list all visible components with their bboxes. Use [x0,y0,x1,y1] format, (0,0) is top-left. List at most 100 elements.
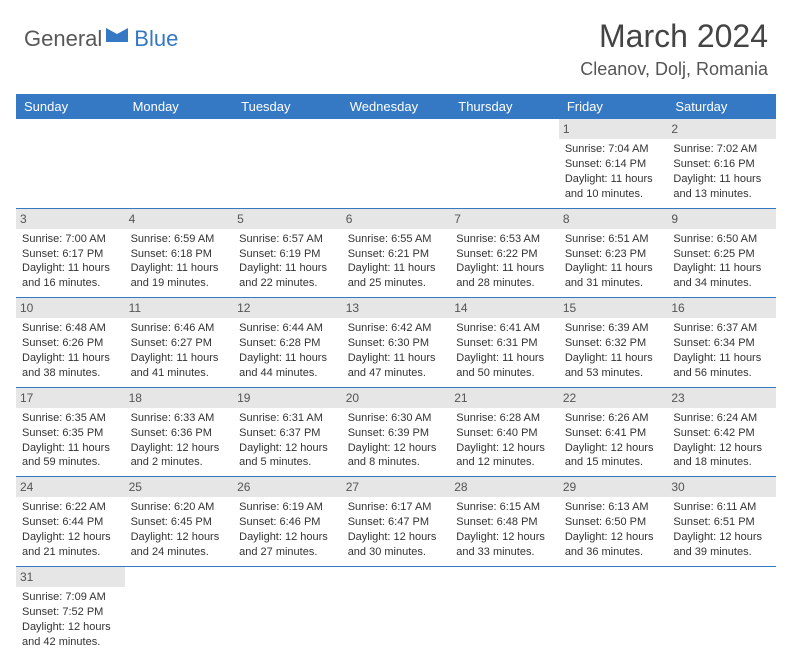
cell-daylight2: and 44 minutes. [239,366,336,381]
cell-daylight1: Daylight: 12 hours [22,530,119,545]
day-number: 28 [450,477,559,497]
day-number: 6 [342,209,451,229]
day-number: 26 [233,477,342,497]
calendar-cell [233,566,342,655]
cell-daylight1: Daylight: 11 hours [565,172,662,187]
cell-daylight2: and 41 minutes. [131,366,228,381]
day-number: 23 [667,388,776,408]
cell-daylight1: Daylight: 11 hours [348,261,445,276]
calendar-cell: 22Sunrise: 6:26 AMSunset: 6:41 PMDayligh… [559,387,668,477]
cell-sunset: Sunset: 6:46 PM [239,515,336,530]
weekday-header: Tuesday [233,94,342,119]
cell-daylight1: Daylight: 12 hours [348,441,445,456]
day-number: 20 [342,388,451,408]
calendar-body: 1Sunrise: 7:04 AMSunset: 6:14 PMDaylight… [16,119,776,655]
cell-sunset: Sunset: 6:45 PM [131,515,228,530]
calendar-cell: 20 Sunrise: 6:30 AMSunset: 6:39 PMDayligh… [342,387,451,477]
logo: General Blue [24,18,178,52]
calendar-cell: 16Sunrise: 6:37 AMSunset: 6:34 PMDayligh… [667,298,776,388]
calendar-cell: 24Sunrise: 6:22 AMSunset: 6:44 PMDayligh… [16,477,125,567]
day-number: 30 [667,477,776,497]
cell-sunrise: Sunrise: 6:48 AM [22,321,119,336]
cell-daylight1: Daylight: 11 hours [673,261,770,276]
calendar-cell: 13Sunrise: 6:42 AMSunset: 6:30 PMDayligh… [342,298,451,388]
weekday-header: Sunday [16,94,125,119]
weekday-header-row: SundayMondayTuesdayWednesdayThursdayFrid… [16,94,776,119]
day-number: 4 [125,209,234,229]
cell-sunrise: Sunrise: 6:15 AM [456,500,553,515]
cell-sunset: Sunset: 6:48 PM [456,515,553,530]
day-number: 8 [559,209,668,229]
cell-daylight2: and 28 minutes. [456,276,553,291]
cell-sunrise: Sunrise: 6:37 AM [673,321,770,336]
day-number: 15 [559,298,668,318]
cell-daylight2: and 12 minutes. [456,455,553,470]
cell-sunrise: Sunrise: 6:35 AM [22,411,119,426]
cell-sunrise: Sunrise: 6:59 AM [131,232,228,247]
calendar-cell [233,119,342,208]
calendar-cell: 26 Sunrise: 6:19 AMSunset: 6:46 PMDayligh… [233,477,342,567]
calendar-cell [342,566,451,655]
cell-sunset: Sunset: 6:18 PM [131,247,228,262]
cell-sunrise: Sunrise: 6:17 AM [348,500,445,515]
cell-daylight2: and 8 minutes. [348,455,445,470]
cell-daylight2: and 30 minutes. [348,545,445,560]
weekday-header: Thursday [450,94,559,119]
cell-sunset: Sunset: 6:17 PM [22,247,119,262]
calendar-cell: 9Sunrise: 6:50 AMSunset: 6:25 PMDaylight… [667,208,776,298]
cell-sunset: Sunset: 6:51 PM [673,515,770,530]
day-number: 2 [667,119,776,139]
day-number: 18 [125,388,234,408]
cell-sunset: Sunset: 6:25 PM [673,247,770,262]
cell-daylight2: and 56 minutes. [673,366,770,381]
cell-sunset: Sunset: 6:26 PM [22,336,119,351]
cell-sunset: Sunset: 6:22 PM [456,247,553,262]
cell-sunset: Sunset: 6:27 PM [131,336,228,351]
calendar-cell [450,566,559,655]
cell-daylight1: Daylight: 12 hours [673,530,770,545]
calendar-row: 24Sunrise: 6:22 AMSunset: 6:44 PMDayligh… [16,477,776,567]
cell-sunset: Sunset: 7:52 PM [22,605,119,620]
cell-sunrise: Sunrise: 6:41 AM [456,321,553,336]
calendar-cell: 21Sunrise: 6:28 AMSunset: 6:40 PMDayligh… [450,387,559,477]
day-number: 1 [559,119,668,139]
cell-sunset: Sunset: 6:47 PM [348,515,445,530]
day-number: 10 [16,298,125,318]
day-number: 17 [16,388,125,408]
cell-sunrise: Sunrise: 6:13 AM [565,500,662,515]
day-number: 11 [125,298,234,318]
calendar-row: 10 Sunrise: 6:48 AMSunset: 6:26 PM Dayligh… [16,298,776,388]
calendar-row: 31Sunrise: 7:09 AMSunset: 7:52 PMDayligh… [16,566,776,655]
calendar-cell: 27Sunrise: 6:17 AMSunset: 6:47 PMDayligh… [342,477,451,567]
calendar-cell: 8Sunrise: 6:51 AMSunset: 6:23 PMDaylight… [559,208,668,298]
calendar-cell: 18Sunrise: 6:33 AMSunset: 6:36 PMDayligh… [125,387,234,477]
calendar-cell [125,566,234,655]
cell-daylight2: and 42 minutes. [22,635,119,650]
cell-sunrise: Sunrise: 6:39 AM [565,321,662,336]
cell-sunset: Sunset: 6:41 PM [565,426,662,441]
cell-sunset: Sunset: 6:19 PM [239,247,336,262]
flag-icon [106,26,132,49]
cell-daylight2: and 5 minutes. [239,455,336,470]
cell-daylight2: and 50 minutes. [456,366,553,381]
cell-daylight1: Daylight: 11 hours [565,351,662,366]
cell-daylight1: Daylight: 12 hours [456,441,553,456]
cell-sunrise: Sunrise: 6:31 AM [239,411,336,426]
day-number: 9 [667,209,776,229]
cell-daylight1: Daylight: 12 hours [456,530,553,545]
cell-sunrise: Sunrise: 6:19 AM [239,500,336,515]
calendar-cell [342,119,451,208]
cell-daylight1: Daylight: 12 hours [239,530,336,545]
calendar-cell: 6Sunrise: 6:55 AMSunset: 6:21 PMDaylight… [342,208,451,298]
calendar-cell [667,566,776,655]
cell-daylight2: and 2 minutes. [131,455,228,470]
cell-daylight2: and 13 minutes. [673,187,770,202]
day-number: 19 [233,388,342,408]
cell-sunset: Sunset: 6:39 PM [348,426,445,441]
cell-daylight1: Daylight: 12 hours [131,441,228,456]
cell-sunrise: Sunrise: 6:30 AM [348,411,445,426]
cell-sunrise: Sunrise: 6:33 AM [131,411,228,426]
day-number: 16 [667,298,776,318]
calendar-cell: 4Sunrise: 6:59 AMSunset: 6:18 PMDaylight… [125,208,234,298]
calendar-cell: 15Sunrise: 6:39 AMSunset: 6:32 PMDayligh… [559,298,668,388]
